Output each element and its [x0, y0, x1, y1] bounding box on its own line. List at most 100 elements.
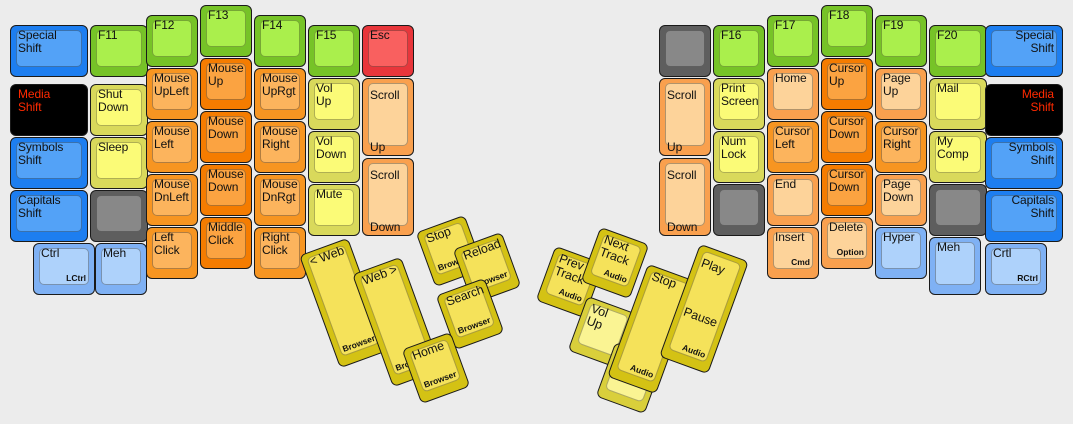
key-l-media-shift[interactable]: Media Shift [10, 84, 88, 136]
key-l-vol-down[interactable]: Vol Down [308, 131, 360, 183]
key-label: Delete [829, 220, 864, 234]
key-l-f11[interactable]: F11 [90, 25, 148, 77]
key-r-symbols-shift[interactable]: Symbols Shift [985, 137, 1063, 189]
key-face [991, 248, 1041, 285]
key-l-middle-click[interactable]: Middle Click [200, 217, 252, 269]
key-l-f13[interactable]: F13 [200, 5, 252, 57]
key-l-mouse-dnrgt[interactable]: Mouse DnRgt [254, 174, 306, 226]
key-l-special-shift[interactable]: Special Shift [10, 25, 88, 77]
key-r-blank-3[interactable] [929, 184, 987, 236]
key-face [665, 163, 705, 226]
key-face [719, 30, 759, 67]
key-face [260, 232, 300, 269]
key-label: Scroll Down [370, 168, 401, 234]
key-l-capitals-shift[interactable]: Capitals Shift [10, 190, 88, 242]
key-r-cursor-down-1[interactable]: Cursor Down [821, 111, 873, 163]
key-l-esc[interactable]: Esc [362, 25, 414, 77]
key-r-home[interactable]: Home [767, 68, 819, 120]
key-r-f16[interactable]: F16 [713, 25, 765, 77]
key-label: Mail [937, 81, 959, 95]
key-l-left-click[interactable]: Left Click [146, 227, 198, 279]
key-face [881, 73, 921, 110]
key-r-insert[interactable]: Insert Cmd [767, 227, 819, 279]
key-face [827, 222, 867, 259]
key-r-page-up[interactable]: Page Up [875, 68, 927, 120]
key-r-hyper[interactable]: Hyper [875, 227, 927, 279]
key-label: Left Click [154, 230, 180, 257]
key-r-blank-1[interactable] [659, 25, 711, 77]
key-l-mute[interactable]: Mute [308, 184, 360, 236]
key-r-f18[interactable]: F18 [821, 5, 873, 57]
key-l-f12[interactable]: F12 [146, 15, 198, 67]
key-label: Special Shift [1015, 28, 1054, 55]
key-face [368, 30, 408, 67]
key-r-cursor-down-2[interactable]: Cursor Down [821, 164, 873, 216]
key-r-blank-2[interactable] [713, 184, 765, 236]
key-sublabel: Option [836, 247, 864, 257]
key-label: Media Shift [1021, 87, 1054, 114]
key-l-meh[interactable]: Meh [95, 243, 147, 295]
key-r-cursor-left[interactable]: Cursor Left [767, 121, 819, 173]
key-r-num-lock[interactable]: Num Lock [713, 131, 765, 183]
key-l-ctrl[interactable]: Ctrl LCtrl [33, 243, 95, 295]
key-face [935, 30, 981, 67]
key-face [773, 179, 813, 216]
key-label: Meh [937, 240, 961, 254]
key-face [665, 83, 705, 146]
key-label: Sleep [98, 140, 129, 154]
key-face [16, 195, 82, 232]
key-r-my-comp[interactable]: My Comp [929, 131, 987, 183]
key-r-mail[interactable]: Mail [929, 78, 987, 130]
key-r-special-shift[interactable]: Special Shift [985, 25, 1063, 77]
key-l-mouse-uprgt[interactable]: Mouse UpRgt [254, 68, 306, 120]
key-l-f14[interactable]: F14 [254, 15, 306, 67]
key-l-mouse-right[interactable]: Mouse Right [254, 121, 306, 173]
key-l-vol-up[interactable]: Vol Up [308, 78, 360, 130]
key-r-capitals-shift[interactable]: Capitals Shift [985, 190, 1063, 242]
key-label: F19 [883, 18, 904, 32]
key-face [206, 10, 246, 47]
key-l-scroll-up[interactable]: Scroll Up [362, 78, 414, 156]
key-label: End [775, 177, 797, 191]
key-r-f20[interactable]: F20 [929, 25, 987, 77]
key-l-mouse-down-2[interactable]: Mouse Down [200, 164, 252, 216]
key-face [827, 63, 867, 100]
key-r-scroll-down[interactable]: Scroll Down [659, 158, 711, 236]
key-r-delete[interactable]: Delete Option [821, 217, 873, 269]
key-label: F18 [829, 8, 850, 22]
key-label: Mouse UpLeft [154, 71, 190, 98]
key-face [773, 20, 813, 57]
key-r-page-down[interactable]: Page Down [875, 174, 927, 226]
key-face [314, 30, 354, 67]
key-face [991, 30, 1057, 67]
key-r-meh[interactable]: Meh [929, 237, 981, 295]
key-face [96, 30, 142, 67]
key-l-sleep[interactable]: Sleep [90, 137, 148, 189]
key-face [16, 89, 82, 126]
key-face [665, 30, 705, 67]
key-label: Media Shift [18, 87, 51, 114]
key-face [152, 179, 192, 216]
key-r-end[interactable]: End [767, 174, 819, 226]
key-label: F11 [98, 28, 118, 42]
key-l-mouse-left[interactable]: Mouse Left [146, 121, 198, 173]
key-l-mouse-upleft[interactable]: Mouse UpLeft [146, 68, 198, 120]
key-r-ctrl[interactable]: Crtl RCtrl [985, 243, 1047, 295]
key-l-scroll-down[interactable]: Scroll Down [362, 158, 414, 236]
key-face [16, 30, 82, 67]
key-r-f19[interactable]: F19 [875, 15, 927, 67]
key-r-cursor-up[interactable]: Cursor Up [821, 58, 873, 110]
key-r-media-shift[interactable]: Media Shift [985, 84, 1063, 136]
key-l-mouse-down-1[interactable]: Mouse Down [200, 111, 252, 163]
key-r-scroll-up[interactable]: Scroll Up [659, 78, 711, 156]
key-r-print-screen[interactable]: Print Screen [713, 78, 765, 130]
key-face [152, 126, 192, 163]
key-l-symbols-shift[interactable]: Symbols Shift [10, 137, 88, 189]
key-label: Mouse Right [262, 124, 298, 151]
key-r-cursor-right[interactable]: Cursor Right [875, 121, 927, 173]
key-l-f15[interactable]: F15 [308, 25, 360, 77]
key-l-mouse-up[interactable]: Mouse Up [200, 58, 252, 110]
key-l-mouse-dnleft[interactable]: Mouse DnLeft [146, 174, 198, 226]
key-face [935, 136, 981, 173]
key-r-f17[interactable]: F17 [767, 15, 819, 67]
